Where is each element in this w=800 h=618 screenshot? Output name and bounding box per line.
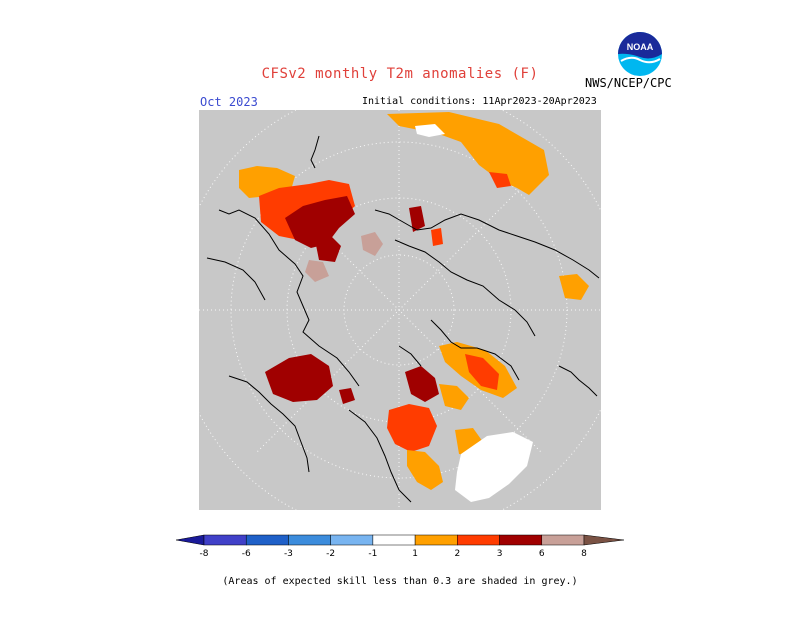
greenland-neutral xyxy=(455,432,533,502)
colorbar-tick-label: -6 xyxy=(242,549,251,559)
colorbar-bin xyxy=(457,534,500,546)
anomaly-region-baltic xyxy=(315,234,341,262)
anomaly-region-scandinavia xyxy=(285,196,355,248)
anomaly-region-northern-scandinavia xyxy=(559,274,589,300)
anomaly-region-beaufort-red xyxy=(489,172,511,188)
colorbar-left-end xyxy=(175,534,205,546)
colorbar-tick-label: -1 xyxy=(368,549,377,559)
colorbar-tick-label: 3 xyxy=(497,549,503,559)
anomaly-region-bering xyxy=(339,388,355,404)
anomaly-region-canada-archipelago xyxy=(405,366,439,402)
polar-anomaly-map xyxy=(199,110,601,510)
footnote: (Areas of expected skill less than 0.3 a… xyxy=(222,576,578,587)
colorbar-bin xyxy=(414,534,458,546)
colorbar-bin xyxy=(499,534,543,546)
anomaly-region-eastern-europe xyxy=(305,260,329,282)
anomaly-region-canada-orange xyxy=(439,384,469,410)
colorbar: -8 -6 -3 -2 -1 1 2 3 6 8 xyxy=(175,534,625,559)
anomaly-region-siberia-red xyxy=(431,228,443,246)
logo-text: NOAA xyxy=(627,42,654,52)
valid-month-label: Oct 2023 xyxy=(200,95,258,109)
anomaly-region-arctic-ocean xyxy=(387,112,549,195)
agency-label: NWS/NCEP/CPC xyxy=(585,76,672,90)
graticule xyxy=(199,110,601,510)
colorbar-tick-label: -3 xyxy=(284,549,293,559)
anomaly-region-hudson-orange xyxy=(407,450,443,490)
anomaly-region-siberia-dark xyxy=(409,206,425,232)
colorbar-bin xyxy=(330,534,374,546)
anomaly-region-greenland-sea-red xyxy=(465,354,499,390)
colorbar-bin xyxy=(372,534,416,546)
colorbar-bin xyxy=(245,534,289,546)
colorbar-bin xyxy=(203,534,247,546)
colorbar-bin xyxy=(541,534,585,546)
colorbar-bin xyxy=(288,534,331,546)
colorbar-tick-label: 2 xyxy=(454,549,460,559)
anomaly-region-alaska xyxy=(265,354,333,402)
noaa-logo: NOAA xyxy=(617,31,663,77)
anomaly-region-ural xyxy=(361,232,383,256)
colorbar-right-end xyxy=(583,534,625,546)
colorbar-tick-label: -8 xyxy=(200,549,209,559)
colorbar-tick-label: -2 xyxy=(326,549,335,559)
anomaly-region-hudson xyxy=(387,404,437,452)
coastlines xyxy=(206,135,600,503)
neutral-patch-arctic xyxy=(415,124,445,137)
colorbar-tick-label: 6 xyxy=(539,549,545,559)
initial-conditions-label: Initial conditions: 11Apr2023-20Apr2023 xyxy=(362,96,597,107)
colorbar-tick-label: 8 xyxy=(581,549,587,559)
colorbar-tick-label: 1 xyxy=(412,549,418,559)
chart-title: CFSv2 monthly T2m anomalies (F) xyxy=(261,66,539,82)
